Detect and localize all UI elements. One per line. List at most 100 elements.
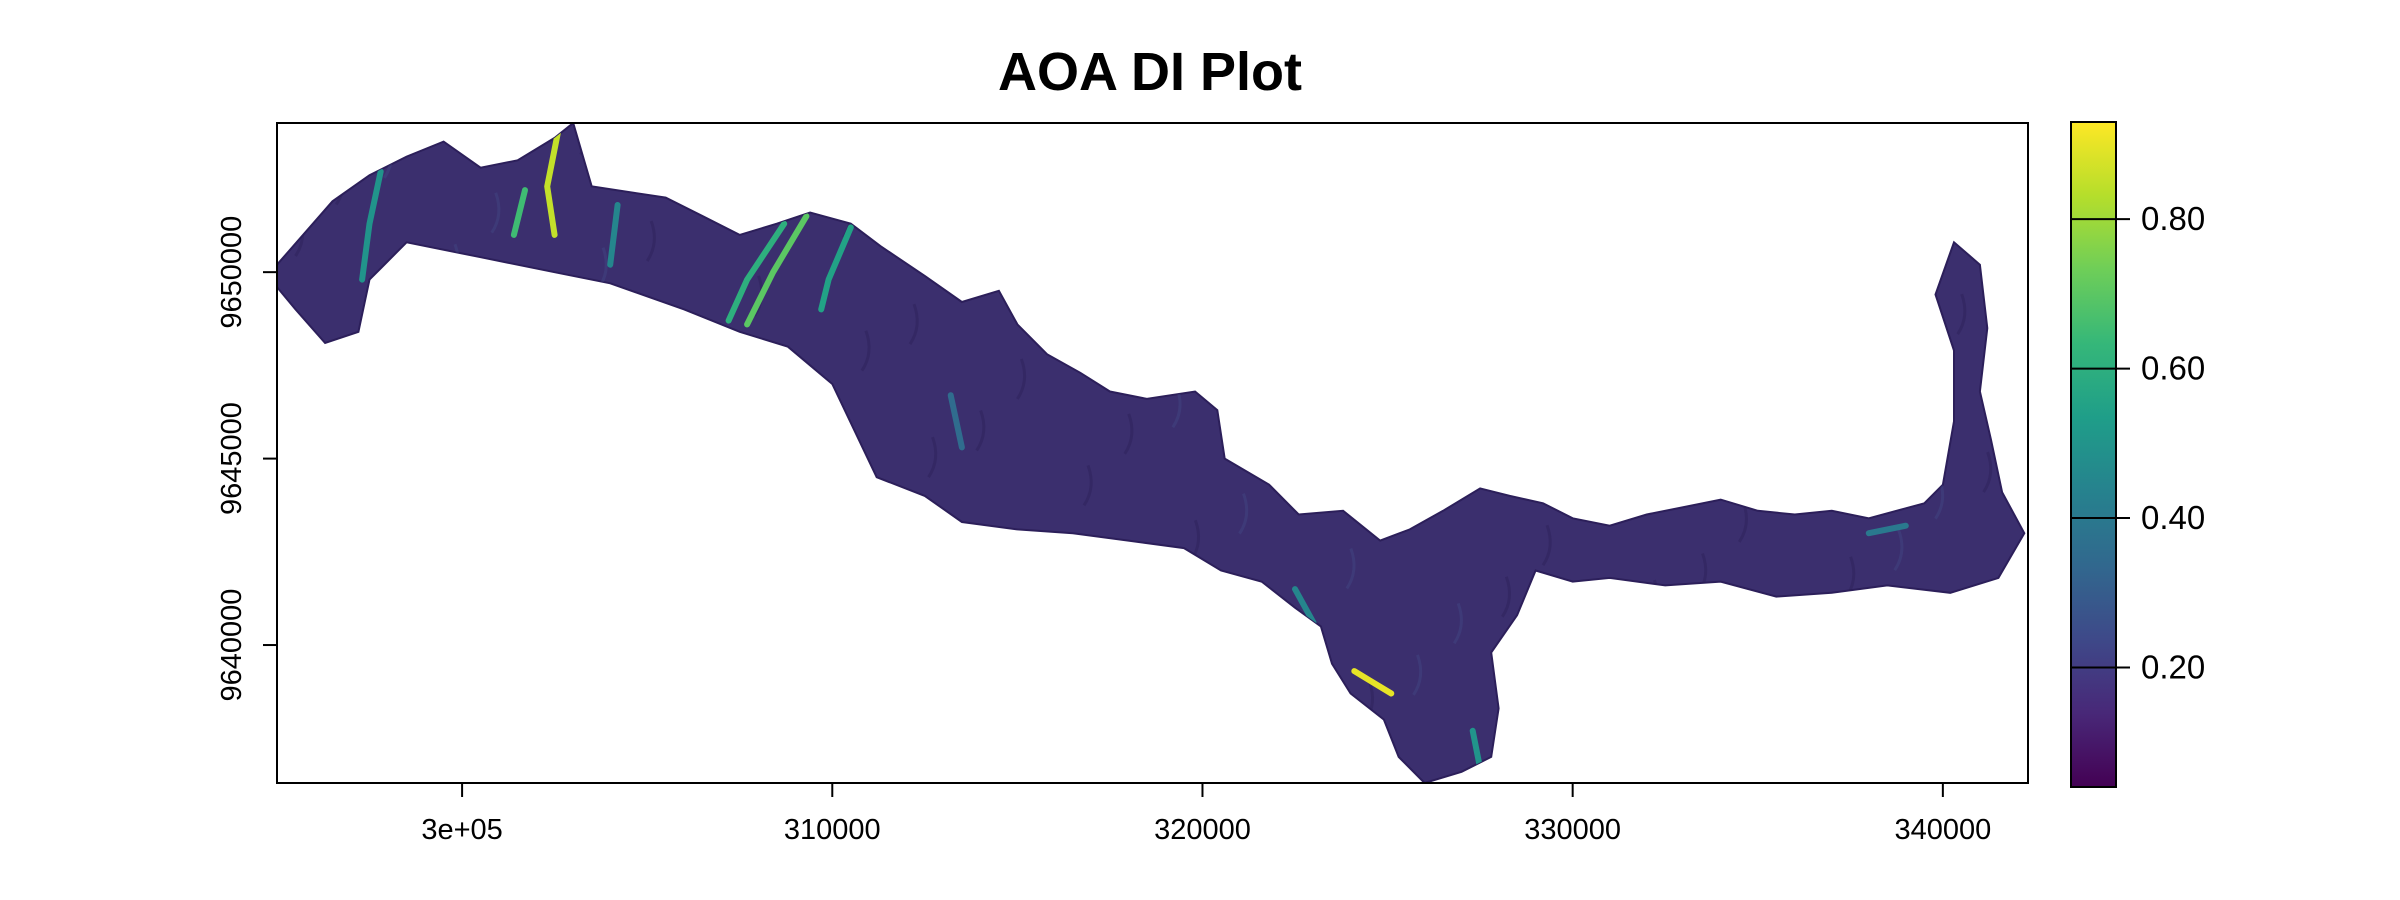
di-texture-streak (953, 594, 964, 636)
di-texture-streak (1671, 395, 1682, 437)
di-texture-streak (1652, 262, 1663, 304)
colorbar-axis: 0.20 0.40 0.60 0.80 (2071, 200, 2205, 685)
di-texture-streak (664, 353, 675, 395)
di-texture-streak (1760, 316, 1771, 359)
di-texture-streak (1038, 173, 1049, 216)
plot-frame (276, 122, 2029, 784)
di-texture-streak (490, 192, 501, 234)
di-texture-streak (1541, 524, 1552, 567)
di-texture-streak (1212, 335, 1223, 377)
di-texture-streak (1649, 579, 1660, 621)
di-texture-streak (1519, 709, 1530, 751)
di-texture-streak (316, 690, 327, 733)
di-texture-streak (1412, 654, 1423, 696)
di-texture-streak (775, 123, 786, 133)
di-texture-streak (557, 298, 568, 340)
di-texture-streak (712, 326, 723, 369)
di-texture-streak (1060, 649, 1071, 691)
di-texture-streak (1193, 202, 1204, 244)
x-tick-label: 340000 (1894, 814, 1991, 846)
di-texture-streak (1982, 451, 1993, 493)
raster-layer (277, 123, 2026, 783)
di-texture-streak (468, 376, 479, 419)
di-texture-streak (690, 511, 701, 553)
colorbar-tick-label: 0.20 (2141, 648, 2205, 685)
di-texture-streak (1127, 123, 1138, 138)
colorbar-tick-label: 0.80 (2141, 200, 2205, 237)
di-texture-streak (1408, 311, 1419, 354)
di-highlight-streak (1351, 668, 1395, 697)
di-texture-streak (1386, 496, 1397, 538)
di-texture-streak (1826, 423, 1837, 465)
di-texture-streak (277, 742, 286, 783)
di-texture-streak (471, 719, 482, 761)
di-texture-streak (1719, 368, 1730, 410)
di-texture-streak (731, 459, 742, 502)
di-highlight-streak (510, 187, 528, 238)
di-texture-streak (1630, 446, 1641, 488)
di-texture-streak (1867, 371, 1878, 414)
di-texture-streak (427, 428, 438, 470)
di-highlight-streak (544, 127, 562, 238)
di-texture-streak (1123, 413, 1134, 455)
di-texture-streak (1956, 293, 1967, 335)
di-texture-streak (1911, 662, 1922, 705)
di-texture-streak (512, 667, 523, 710)
di-texture-streak (357, 639, 368, 681)
colorbar (2070, 121, 2117, 788)
y-tick-label: 9650000 (216, 216, 248, 329)
di-texture-streak (1367, 363, 1378, 405)
di-texture-streak (1341, 205, 1352, 247)
di-texture-streak (1960, 636, 1971, 678)
di-texture-streak (1586, 155, 1597, 197)
di-texture-streak (534, 483, 545, 525)
di-texture-streak (1782, 132, 1793, 174)
di-texture-streak (886, 488, 897, 530)
di-texture-streak (949, 252, 960, 294)
di-texture-streak (494, 534, 505, 577)
di-texture-streak (860, 330, 871, 372)
di-texture-streak (1608, 631, 1619, 673)
di-texture-streak (1149, 571, 1160, 613)
di-texture-streak (864, 672, 875, 715)
di-texture-streak (516, 350, 527, 392)
di-texture-streak (620, 722, 630, 764)
x-axis: 3e+05 310000 320000 330000 340000 (421, 783, 1991, 846)
y-axis: 9640000 9645000 9650000 (216, 216, 277, 701)
di-texture-streak (1849, 238, 1859, 281)
di-texture-streak (2000, 584, 2011, 626)
di-texture-streak (379, 454, 390, 497)
x-tick-label: 330000 (1524, 814, 1621, 846)
di-texture-streak (645, 220, 656, 262)
di-texture-streak (1016, 358, 1027, 400)
di-texture-streak (1456, 285, 1467, 327)
colorbar-tick-label: 0.60 (2141, 350, 2205, 387)
di-texture-streak (1871, 714, 1882, 756)
di-texture-streak (1278, 441, 1289, 483)
di-texture-streak (1390, 178, 1400, 221)
di-texture-streak (1234, 150, 1245, 192)
di-texture-streak (338, 506, 349, 548)
di-texture-streak (1715, 685, 1726, 728)
di-texture-streak (797, 566, 808, 608)
di-highlight-streak (607, 202, 621, 268)
di-texture-streak (423, 123, 434, 128)
di-texture-streak (1741, 183, 1752, 226)
di-texture-streak (1434, 469, 1445, 512)
di-texture-streak (446, 561, 456, 603)
x-tick-label: 320000 (1154, 814, 1251, 846)
di-texture-streak (1626, 123, 1637, 146)
di-texture-streak (734, 142, 745, 184)
di-texture-streak (1104, 280, 1115, 322)
di-highlight-streak (359, 168, 384, 283)
di-texture-streak (1167, 704, 1178, 746)
di-texture-streak (1019, 700, 1030, 743)
di-texture-streak (623, 405, 634, 447)
di-texture-streak (1478, 123, 1489, 143)
di-texture-streak (1145, 228, 1156, 271)
di-region (277, 123, 2026, 783)
di-texture-streak (1937, 160, 1948, 202)
chart-title: AOA DI Plot (998, 42, 1302, 102)
di-texture-streak (686, 168, 697, 211)
di-texture-streak (1763, 659, 1774, 701)
